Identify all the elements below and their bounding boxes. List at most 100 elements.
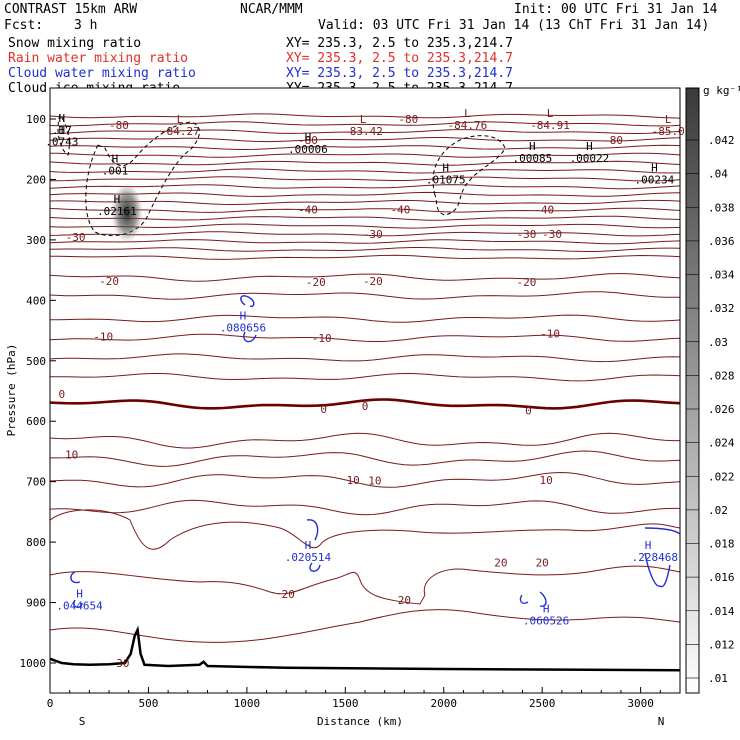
cloud-ice-high-marker: H [59,112,66,125]
y-tick-label: 400 [26,294,46,307]
y-axis: 100 200 300 400 500 600 700 800 900 1000 [20,113,56,670]
isotherm [50,314,680,323]
cloud-water-contours [70,295,680,608]
temperature-contours [50,113,680,643]
cloud-water-contour [644,527,680,588]
cloud-ice-high-value: .00022 [570,152,610,165]
colorbar-tick-label: .042 [708,134,735,147]
isotherm [50,113,680,119]
temperature-contour-label: -40 [534,204,554,217]
temperature-contour-label: -20 [99,275,119,288]
field-legend: Snow mixing ratio XY= 235.3, 2.5 to 235.… [8,36,513,96]
isotherm [50,432,680,449]
temperature-contour-label: -40 [298,204,318,217]
colorbar-tick-label: .04 [708,168,728,181]
x-tick-label: 1000 [234,697,261,710]
isotherm [50,273,680,282]
model-title: CONTRAST 15km ARW [4,2,137,17]
temperature-low-value: -83.42 [343,125,383,138]
temperature-contour-label: 0 [320,403,327,416]
temperature-contour-label: -40 [391,204,411,217]
temperature-contour-label: 0 [59,388,66,401]
colorbar: g kg⁻¹ .042 .04 .038 .036 .034 .032 .03 .028 .02… [685,84,740,694]
field-cloudwater-xy: XY= 235.3, 2.5 to 235.3,214.7 [286,66,513,81]
temperature-contour-label: 30 [116,657,129,670]
cloud-ice-high-value: .17 [52,124,72,137]
field-rain-xy: XY= 235.3, 2.5 to 235.3,214.7 [286,51,513,66]
colorbar-tick-label: .03 [708,336,728,349]
isotherm [50,509,680,550]
cloud-water-high-value: .060526 [523,615,569,628]
temperature-contour-label: 10 [368,474,381,487]
x-axis: 0 500 1000 1500 2000 2500 3000 [47,687,661,710]
isotherm [50,160,680,166]
terrain-line [50,625,680,672]
isotherm [50,239,680,245]
colorbar-tick-label: .026 [708,403,735,416]
cloud-ice-high-marker: H [112,152,119,165]
colorbar-tick-label: .022 [708,470,735,483]
x-tick-label: 2000 [431,697,458,710]
temperature-contour-label: -80 [298,134,318,147]
isotherm [50,609,680,643]
cloud-water-high-marker: H [645,539,652,552]
temperature-low-marker: L [547,107,554,120]
isotherm [50,129,680,135]
temperature-contour-label: 10 [65,448,78,461]
center-title: NCAR/MMM [240,2,303,17]
contour-labels: -80 -80 -80 -80 -40 -40 -40 -30 -30 -30 -30 -20 -20 -… [45,107,685,670]
cloud-ice-high-value: .01075 [426,173,466,186]
temperature-contour-label: -10 [540,328,560,341]
temperature-contour-label: -80 [398,113,418,126]
isotherm [50,137,680,143]
temperature-contour-label: 10 [540,474,553,487]
field-cloudwater-name: Cloud water mixing ratio [8,66,196,81]
temperature-contour-label: 0 [525,404,532,417]
cloud-water-high-marker: H [305,539,312,552]
cloud-ice-high-value: .02161 [97,205,137,218]
cloud-ice-high-value: .001 [102,164,129,177]
right-endpoint: N [658,715,665,728]
colorbar-tick-label: .01 [708,672,728,685]
cloud-ice-contours [57,114,506,237]
temperature-contour-label: 20 [398,594,411,607]
temperature-contour-label: -30 [66,231,86,244]
isotherm [50,373,680,382]
isotherm [50,215,680,221]
zero-degree-contour [50,398,680,410]
valid-time: Valid: 03 UTC Fri 31 Jan 14 (13 ChT Fri … [318,18,709,33]
y-tick-label: 800 [26,536,46,549]
temperature-contour-label: -80 [109,119,129,132]
isotherm [50,353,680,363]
colorbar-tick-label: .036 [708,235,735,248]
temperature-contour-label: 20 [494,557,507,570]
isotherm [50,144,680,150]
cloud-ice-contour [85,121,200,237]
cloud-ice-high-marker: H [651,161,658,174]
x-tick-label: 3000 [627,697,654,710]
y-tick-label: 1000 [20,657,47,670]
cloud-ice-high-marker: H [586,140,593,153]
cloud-water-high-value: .020514 [285,551,332,564]
isotherm [50,471,680,488]
isotherm [50,199,680,206]
isotherm [50,207,680,213]
isotherm [50,254,680,260]
isotherm [50,176,680,182]
colorbar-tick-label: .018 [708,538,735,551]
temperature-contour-label: -20 [363,275,383,288]
colorbar-tick-label: .02 [708,504,728,517]
cloud-ice-high-marker: H [529,140,536,153]
colorbar-tick-label: .034 [708,269,735,282]
x-axis-label: Distance (km) [317,715,403,728]
x-tick-label: 1500 [332,697,359,710]
cloud-ice-high-marker: H [305,131,312,144]
cloud-ice-high-value: .00006 [288,143,328,156]
colorbar-unit: g kg⁻¹ [703,84,740,97]
cloud-ice-high-value: .0743 [45,135,78,148]
colorbar-tick-label: .038 [708,201,735,214]
temperature-contour-label: 0 [362,400,369,413]
cloud-water-contour [519,591,547,607]
field-snow-name: Snow mixing ratio [8,36,141,51]
